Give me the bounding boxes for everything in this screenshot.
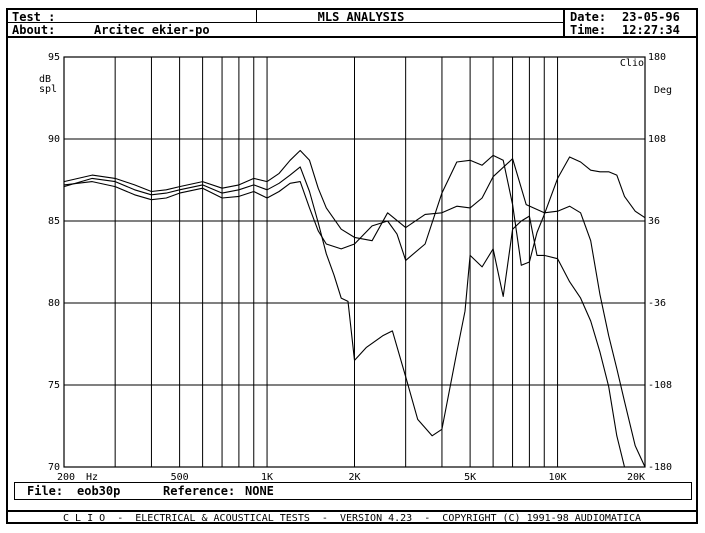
y-axis-label: spl xyxy=(39,84,57,95)
x-axis-label: Hz xyxy=(86,472,98,483)
reference-value: NONE xyxy=(245,484,274,498)
test-label: Test : xyxy=(12,10,56,24)
series-line-2 xyxy=(63,166,626,468)
x-tick-label: 500 xyxy=(171,472,189,483)
page-title: MLS ANALYSIS xyxy=(317,10,405,24)
footer-bar: C L I O - ELECTRICAL & ACOUSTICAL TESTS … xyxy=(8,510,696,526)
time-label: Time: xyxy=(570,23,607,37)
x-tick-label: 1K xyxy=(261,472,273,483)
y2-tick-label: -108 xyxy=(648,380,672,391)
chart-series xyxy=(63,149,646,468)
y2-tick-label: -180 xyxy=(648,462,672,473)
mls-chart: 95 90 85 80 75 70 180 108 36 -36 -108 -180 200 500 1K 2… xyxy=(39,52,672,483)
file-value: eob30p xyxy=(77,484,121,498)
x-tick-label: 200 xyxy=(57,472,75,483)
date-value: 23-05-96 xyxy=(622,10,680,24)
x-tick-label: 5K xyxy=(464,472,476,483)
header-divider xyxy=(256,10,257,23)
chart-labels: 95 90 85 80 75 70 180 108 36 -36 -108 -180 200 500 1K 2… xyxy=(39,52,672,483)
y2-tick-label: -36 xyxy=(648,298,666,309)
date-label: Date: xyxy=(570,10,607,24)
window-frame: Test : About: Arcitec ekier-po MLS ANALY… xyxy=(6,8,698,524)
y-tick-label: 95 xyxy=(48,52,60,63)
y-tick-label: 85 xyxy=(48,216,60,227)
series-line-3 xyxy=(63,154,646,266)
x-tick-label: 10K xyxy=(549,472,567,483)
header-bar: Test : About: Arcitec ekier-po MLS ANALY… xyxy=(8,10,696,38)
chart-grid xyxy=(63,56,646,468)
y-tick-label: 90 xyxy=(48,134,60,145)
y-tick-label: 70 xyxy=(48,462,60,473)
y-tick-label: 75 xyxy=(48,380,60,391)
series-line-1 xyxy=(63,149,646,468)
header-divider xyxy=(8,22,563,23)
y2-tick-label: 36 xyxy=(648,216,660,227)
header-divider xyxy=(563,10,565,36)
y2-tick-label: 180 xyxy=(648,52,666,63)
y-axis-label: dB xyxy=(39,74,51,85)
y-tick-label: 80 xyxy=(48,298,60,309)
time-value: 12:27:34 xyxy=(622,23,680,37)
file-label: File: xyxy=(27,484,64,498)
about-value: Arcitec ekier-po xyxy=(94,23,210,37)
y2-tick-label: 108 xyxy=(648,134,666,145)
plot-border xyxy=(63,56,646,468)
reference-label: Reference: xyxy=(163,484,236,498)
file-bar: File: eob30p Reference: NONE xyxy=(14,482,692,500)
y2-axis-label: Deg xyxy=(654,85,672,96)
x-tick-label: 2K xyxy=(348,472,360,483)
clio-corner-label: Clio xyxy=(620,58,644,69)
x-tick-label: 20K xyxy=(627,472,645,483)
about-label: About: xyxy=(12,23,56,37)
